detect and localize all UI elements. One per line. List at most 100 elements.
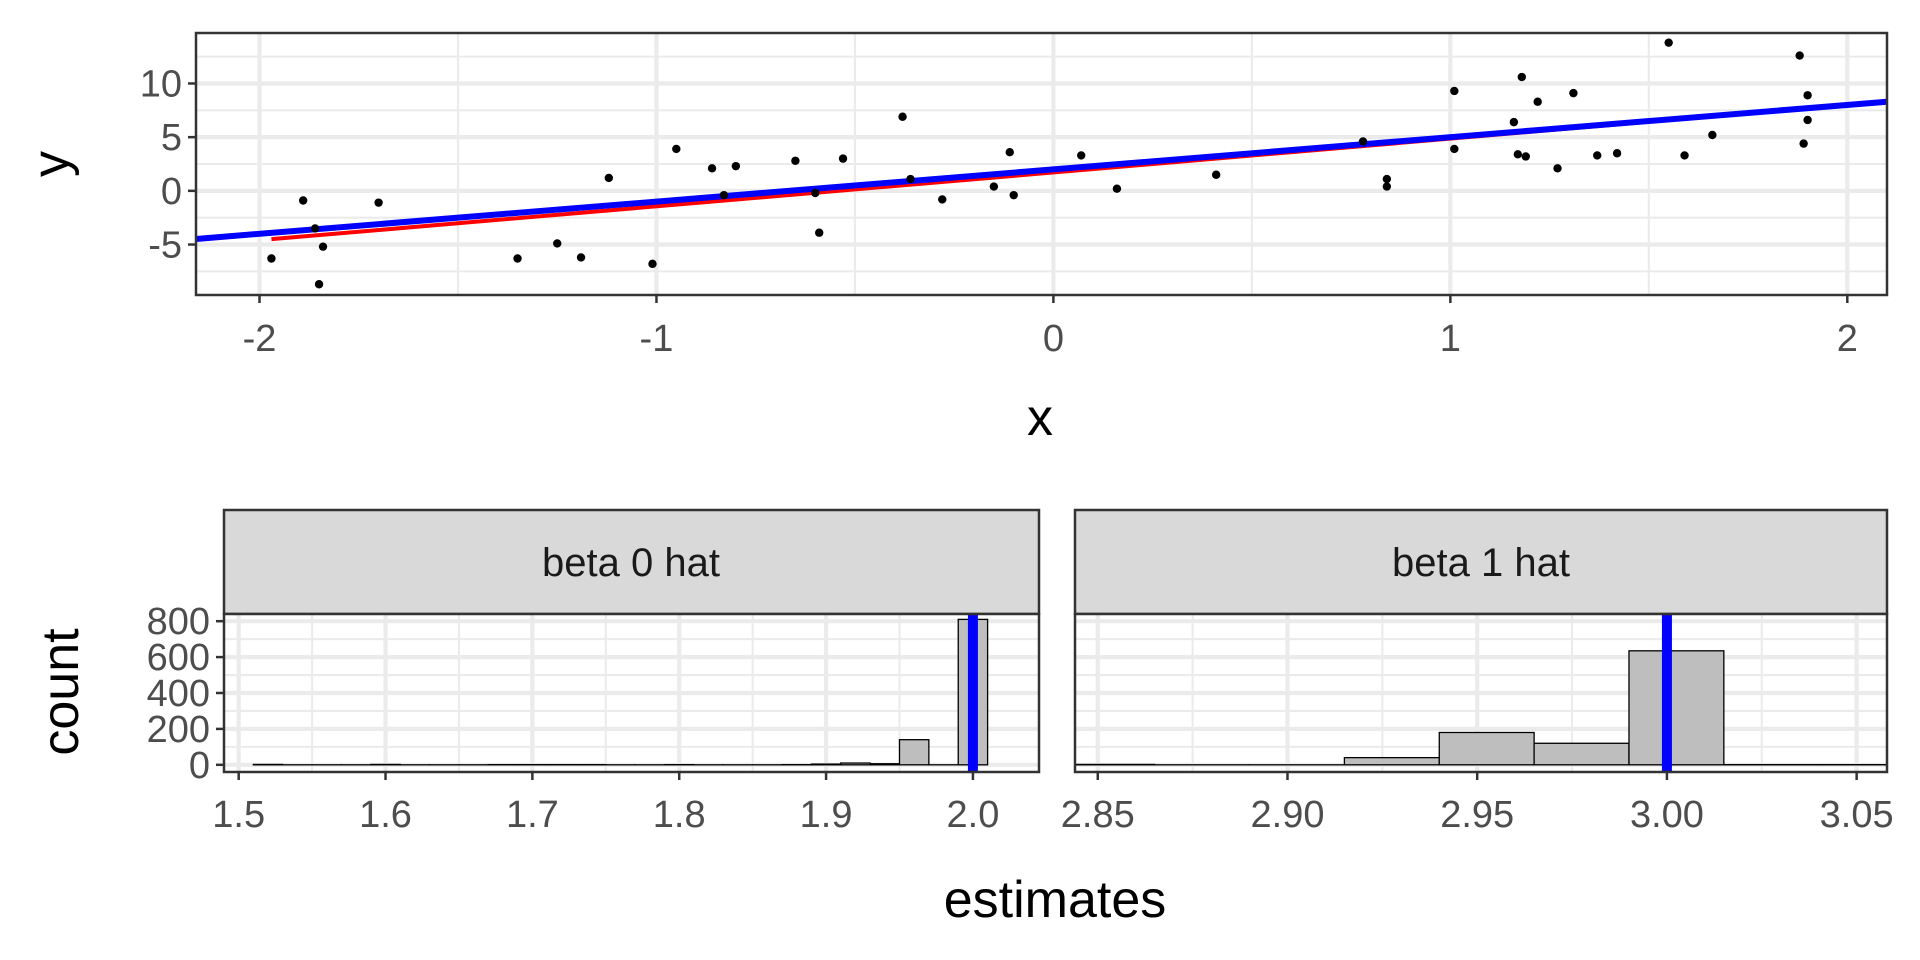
facet-label-beta1: beta 1 hat [1392, 541, 1570, 585]
x-tick-label: 2.90 [1251, 794, 1325, 836]
scatter-point [1799, 139, 1808, 148]
scatter-points [267, 38, 1812, 289]
scatter-panel: -2 -1 0 1 2 -5 0 5 10 x y [22, 31, 1889, 447]
scatter-point [1076, 151, 1086, 160]
scatter-point [815, 228, 824, 237]
scatter-lines [195, 98, 1888, 242]
histogram-x-axis-title: estimates [944, 871, 1167, 929]
scatter-point [604, 173, 614, 183]
scatter-x-axis-title: x [1027, 389, 1053, 447]
scatter-y-ticks: -5 0 5 10 [140, 63, 196, 267]
scatter-point [1517, 72, 1527, 82]
x-tick-label: 1 [1440, 318, 1461, 360]
scatter-point [1795, 51, 1804, 60]
scatter-point [989, 182, 999, 191]
scatter-point [791, 156, 800, 165]
scatter-point [938, 195, 947, 204]
scatter-point [1358, 137, 1368, 146]
scatter-point [298, 196, 308, 205]
x-tick-label: -2 [243, 318, 277, 360]
y-tick-label: 0 [161, 171, 182, 213]
scatter-point [1664, 38, 1673, 47]
histogram-bars-beta1 [1074, 650, 1888, 766]
scatter-point [1009, 190, 1018, 200]
scatter-point [1680, 151, 1689, 160]
x-tick-label: 2.0 [947, 794, 1000, 836]
scatter-y-axis-title: y [22, 151, 80, 177]
scatter-point [1382, 174, 1392, 184]
scatter-point [1533, 97, 1542, 106]
histogram-bar [810, 763, 842, 766]
x-tick-label: 1.7 [506, 794, 559, 836]
scatter-point [1803, 91, 1812, 100]
scatter-point [1803, 115, 1812, 125]
scatter-point [1612, 149, 1622, 158]
y-tick-label: 5 [161, 117, 182, 159]
scatter-point [310, 224, 320, 233]
x-tick-label: 3.00 [1630, 794, 1704, 836]
x-tick-label: 1.5 [212, 794, 265, 836]
x-tick-label: 1.8 [653, 794, 706, 836]
y-tick-label: 0 [189, 745, 210, 787]
scatter-point [267, 254, 276, 263]
y-tick-label: 10 [140, 63, 182, 105]
x-tick-label: 2 [1837, 318, 1858, 360]
histogram-bars-beta0 [252, 618, 989, 766]
scatter-point [1509, 117, 1519, 127]
scatter-point [731, 161, 741, 171]
scatter-point [1593, 151, 1602, 160]
scatter-point [576, 253, 586, 262]
histogram-bar [840, 762, 871, 766]
y-tick-label: 400 [147, 673, 210, 715]
x-tick-label: 0 [1043, 318, 1064, 360]
scatter-point [1513, 150, 1523, 159]
y-tick-label: 600 [147, 637, 210, 679]
scatter-point [838, 154, 848, 163]
scatter-point [1211, 170, 1221, 179]
true-line-blue [195, 98, 1888, 242]
scatter-point [898, 112, 907, 121]
scatter-x-ticks: -2 -1 0 1 2 [243, 295, 1858, 360]
scatter-point [318, 242, 328, 251]
scatter-point [1450, 86, 1459, 96]
scatter-point [1112, 184, 1122, 193]
histogram-x-ticks-beta1: 2.85 2.90 2.95 3.00 3.05 [1061, 772, 1894, 836]
x-tick-label: 1.9 [800, 794, 853, 836]
histogram-bar [1628, 650, 1725, 766]
scatter-point [314, 280, 324, 289]
y-tick-label: 800 [147, 601, 210, 643]
scatter-point [1005, 147, 1014, 157]
scatter-point [707, 164, 717, 173]
scatter-point [374, 198, 383, 207]
scatter-point [1569, 88, 1578, 98]
histogram-bar [869, 763, 901, 766]
scatter-point [906, 174, 915, 184]
histogram-x-ticks-beta0: 1.5 1.6 1.7 1.8 1.9 2.0 [212, 772, 999, 836]
scatter-point [1553, 164, 1562, 173]
x-tick-label: 1.6 [359, 794, 412, 836]
facet-label-beta0: beta 0 hat [542, 541, 720, 585]
scatter-panel-border [194, 31, 1889, 297]
scatter-point [553, 239, 562, 248]
histogram-border-beta1 [1073, 612, 1889, 774]
y-tick-label: 200 [147, 709, 210, 751]
y-tick-label: -5 [148, 225, 182, 267]
scatter-point [811, 188, 820, 198]
scatter-point [1521, 152, 1530, 161]
histogram-panel-beta0: beta 0 hat 1.5 1.6 1.7 1.8 1.9 2.0 0200400600… [147, 508, 1041, 836]
scatter-point [1382, 182, 1392, 191]
histogram-bar [898, 739, 930, 766]
scatter-point [719, 190, 729, 200]
histogram-bar [1533, 742, 1630, 766]
scatter-point [648, 259, 657, 269]
histogram-bar [1438, 731, 1535, 766]
x-tick-label: 2.85 [1061, 794, 1135, 836]
scatter-point [672, 144, 681, 154]
scatter-point [1708, 130, 1717, 140]
scatter-point [1450, 144, 1459, 154]
x-tick-label: -1 [640, 318, 674, 360]
facet-strip-beta1 [1073, 508, 1889, 616]
histogram-panel-beta1: beta 1 hat 2.85 2.90 2.95 3.00 3.05 [1061, 508, 1894, 836]
